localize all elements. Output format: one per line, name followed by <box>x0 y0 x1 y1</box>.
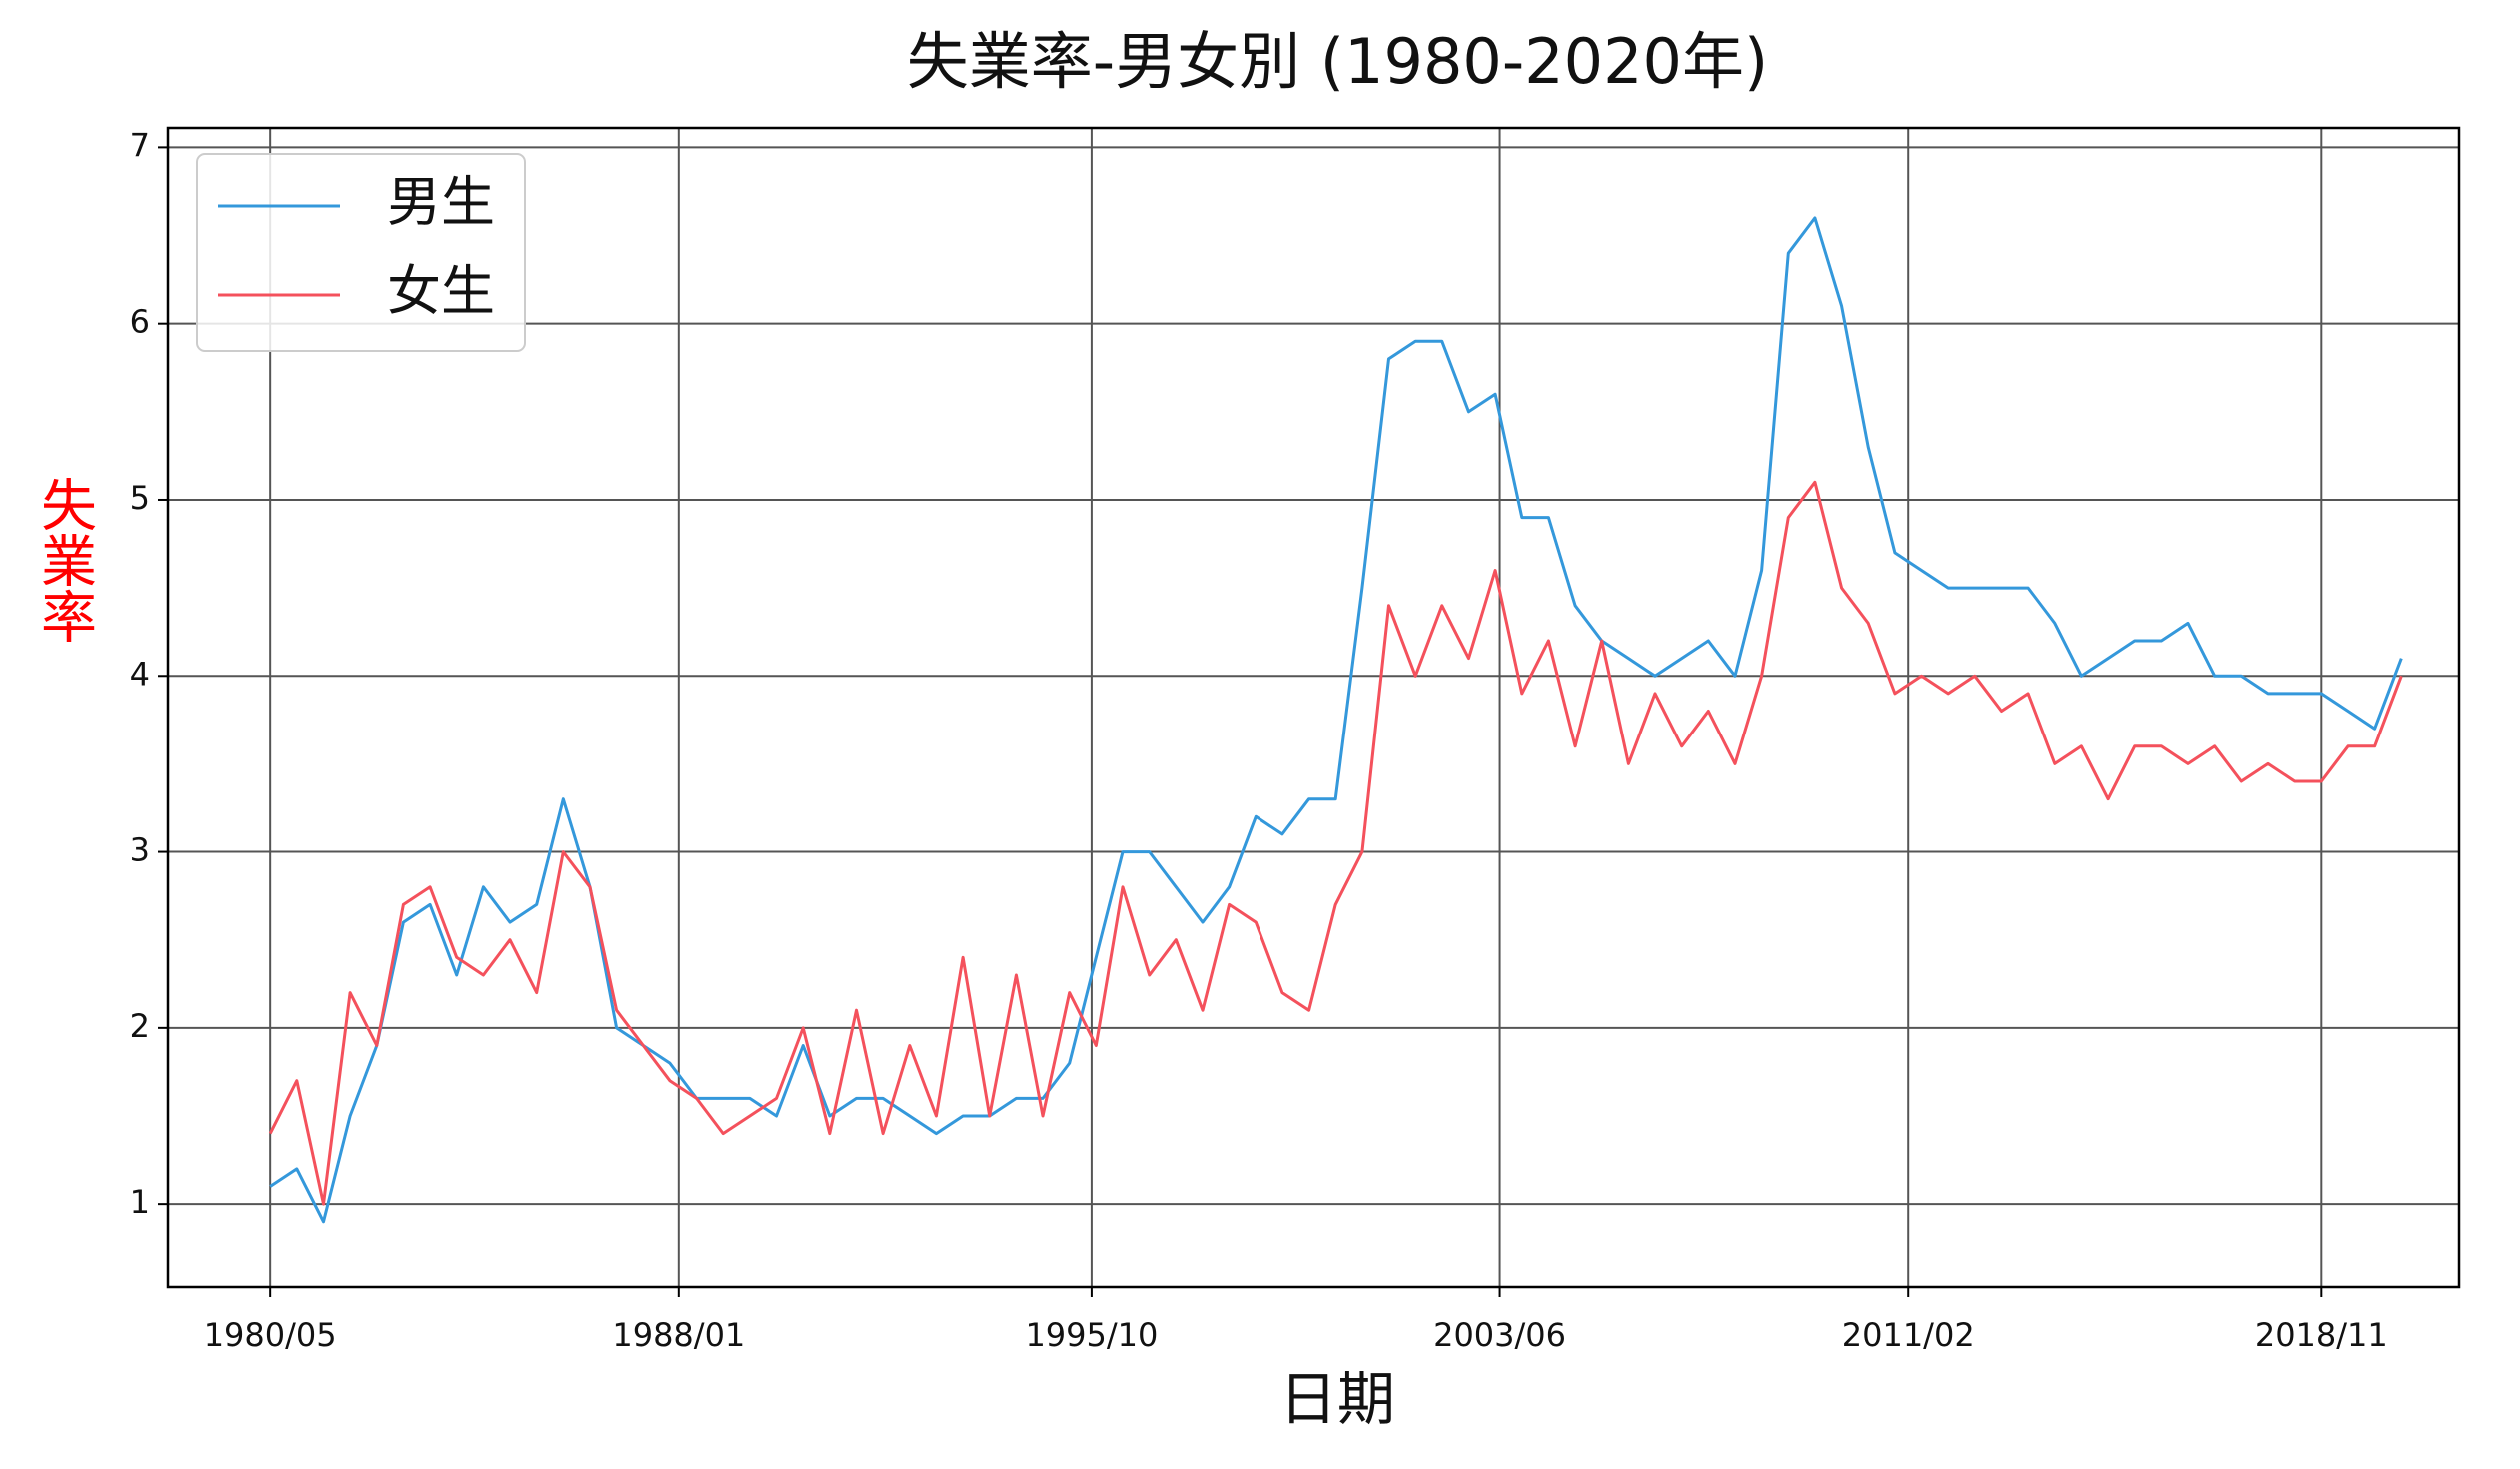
y-tick-label: 3 <box>130 831 150 869</box>
x-tick-label: 1980/05 <box>204 1316 337 1354</box>
data-line <box>268 480 2403 1206</box>
x-tick-label: 1988/01 <box>612 1316 745 1354</box>
y-tick-label: 6 <box>130 303 150 341</box>
y-tick-label: 1 <box>130 1183 150 1221</box>
chart-title: 失業率-男女別 (1980-2020年) <box>907 25 1768 98</box>
legend-box <box>196 153 526 352</box>
y-tick-label: 5 <box>130 479 150 517</box>
x-tick-label: 2011/02 <box>1842 1316 1975 1354</box>
y-tick-label: 7 <box>130 126 150 164</box>
x-axis-label: 日期 <box>1279 1365 1395 1433</box>
x-tick-label: 2003/06 <box>1433 1316 1566 1354</box>
y-tick-label: 4 <box>130 655 150 693</box>
plot-frame <box>166 126 2461 1289</box>
data-line <box>269 216 2403 1224</box>
x-tick-label: 2018/11 <box>2255 1316 2388 1354</box>
legend-label: 男生 <box>387 171 495 234</box>
y-axis-label: 失業率 <box>32 476 97 644</box>
x-tick-label: 1995/10 <box>1025 1316 1158 1354</box>
legend-label: 女生 <box>387 260 495 323</box>
y-tick-label: 2 <box>130 1007 150 1045</box>
